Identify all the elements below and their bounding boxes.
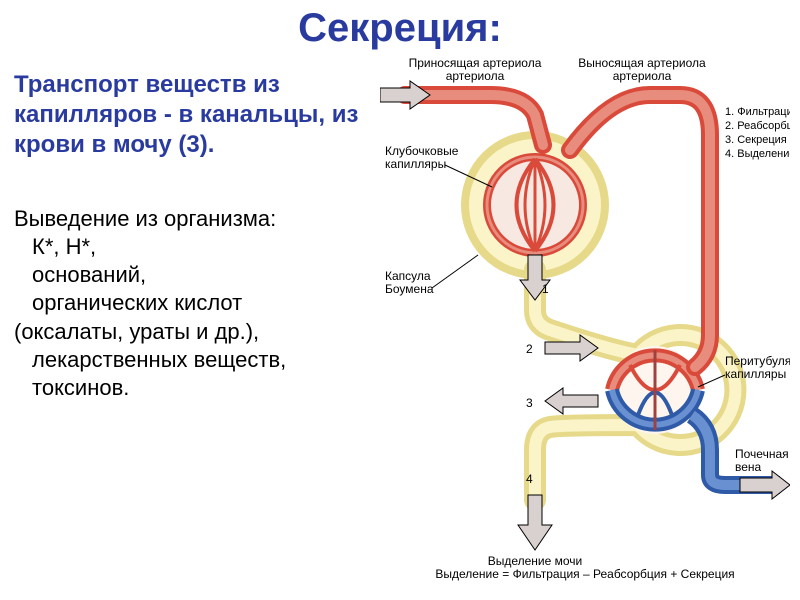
- body-line: (оксалаты, ураты и др.),: [14, 319, 259, 344]
- step-number: 3: [526, 396, 533, 410]
- label-peritubular: Перитубулярные: [725, 354, 790, 368]
- legend-item: 1. Фильтрация: [725, 106, 790, 118]
- svg-text:Боумена: Боумена: [385, 282, 434, 296]
- label-glomerular: Клубочковые: [385, 144, 459, 158]
- subtitle: Транспорт веществ из капилляров - в кана…: [14, 70, 374, 160]
- body-line: органических кислот: [14, 289, 374, 317]
- label-afferent: Приносящая артериола: [409, 56, 542, 70]
- body-text: Выведение из организма: К*, Н*, основани…: [14, 205, 374, 402]
- svg-text:капилляры: капилляры: [385, 157, 446, 171]
- legend-item: 2. Реабсорбция: [725, 120, 790, 132]
- label-efferent: Выносящая артериола: [578, 56, 706, 70]
- body-line: К*, Н*,: [14, 233, 374, 261]
- label-bowman: Капсула: [385, 269, 431, 283]
- svg-text:вена: вена: [735, 460, 762, 474]
- label-urine: Выделение мочи: [488, 554, 583, 568]
- slide: Секреция: Транспорт веществ из капилляро…: [0, 0, 800, 600]
- body-line: токсинов.: [14, 374, 374, 402]
- svg-text:артериола: артериола: [613, 69, 672, 83]
- page-title: Секреция:: [0, 6, 800, 51]
- label-renal-vein: Почечная: [735, 447, 789, 461]
- step-number: 4: [526, 472, 533, 486]
- body-line: лекарственных веществ,: [14, 346, 374, 374]
- svg-text:капилляры: капилляры: [725, 367, 786, 381]
- legend-item: 4. Выделение: [725, 148, 790, 160]
- step-number: 1: [542, 282, 549, 296]
- body-line: Выведение из организма:: [14, 206, 276, 231]
- nephron-diagram: 1 2 3 4 Приносящая артериола артериола В…: [380, 55, 790, 575]
- label-equation: Выделение = Фильтрация – Реабсорбция + С…: [380, 567, 790, 581]
- legend-item: 3. Секреция: [725, 134, 787, 146]
- svg-text:артериола: артериола: [446, 69, 505, 83]
- step-number: 2: [526, 342, 533, 356]
- body-line: оснований,: [14, 261, 374, 289]
